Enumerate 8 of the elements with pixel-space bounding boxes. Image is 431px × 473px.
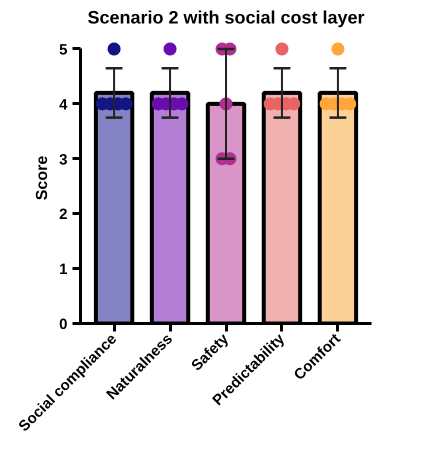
y-tick-label: 4 (59, 96, 68, 114)
y-tick-label: 1 (59, 261, 68, 278)
y-axis-title: Score (34, 156, 52, 200)
chart-title: Scenario 2 with social cost layer (87, 8, 365, 28)
y-tick-label: 5 (59, 41, 68, 58)
y-tick-label: 0 (59, 316, 68, 333)
y-tick-label: 3 (59, 151, 68, 168)
y-tick-label: 2 (59, 206, 68, 224)
